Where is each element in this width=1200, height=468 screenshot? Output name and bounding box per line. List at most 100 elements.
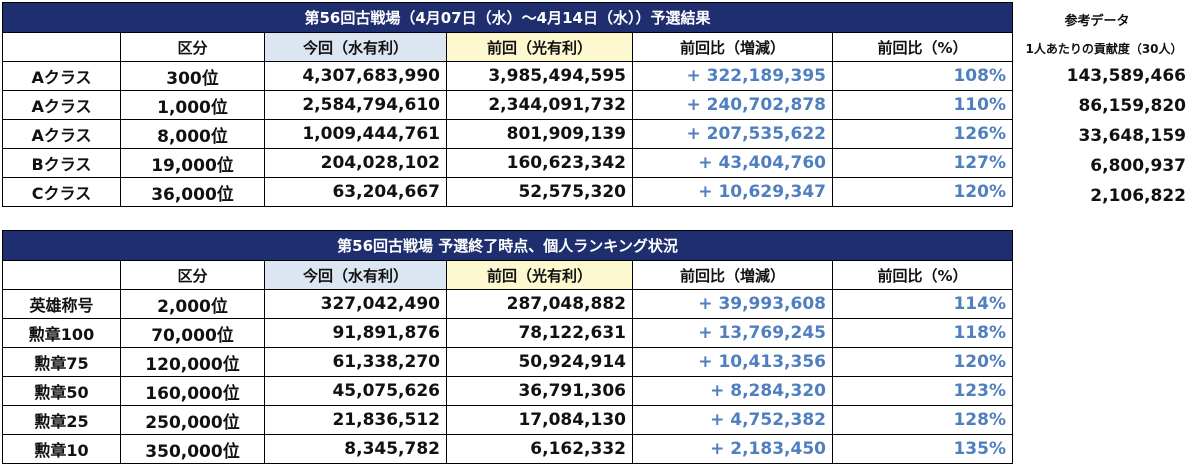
diff-cell: + 39,993,608 [632, 289, 833, 319]
percent-cell: 128% [832, 405, 1013, 435]
class-cell: Aクラス [2, 61, 121, 91]
rank-cell: 8,000位 [120, 119, 265, 149]
percent-cell: 110% [832, 90, 1013, 120]
table-row: 勲章75 120,000位 61,338,270 50,924,914 + 10… [2, 347, 1013, 377]
diff-cell: + 10,413,356 [632, 347, 833, 377]
current-cell: 2,584,794,610 [264, 90, 447, 120]
previous-cell: 52,575,320 [446, 177, 633, 207]
current-cell: 63,204,667 [264, 177, 447, 207]
header-percent: 前回比（%） [832, 260, 1013, 290]
header-blank [2, 32, 121, 62]
header-current: 今回（水有利） [264, 260, 447, 290]
reference-value: 143,589,466 [1066, 66, 1186, 86]
current-cell: 21,836,512 [264, 405, 447, 435]
reference-title: 参考データ [1064, 14, 1130, 29]
diff-cell: + 4,752,382 [632, 405, 833, 435]
rank-cell: 300位 [120, 61, 265, 91]
reference-value: 2,106,822 [1090, 186, 1186, 206]
qualifier-results-table: 第56回古戦場（4月07日（水）～4月14日（水））予選結果 区分 今回（水有利… [2, 2, 1013, 207]
diff-cell: + 43,404,760 [632, 148, 833, 178]
rank-cell: 1,000位 [120, 90, 265, 120]
previous-cell: 78,122,631 [446, 318, 633, 348]
reference-value: 86,159,820 [1078, 96, 1186, 116]
table-row: 勲章50 160,000位 45,075,626 36,791,306 + 8,… [2, 376, 1013, 406]
previous-cell: 2,344,091,732 [446, 90, 633, 120]
current-cell: 4,307,683,990 [264, 61, 447, 91]
previous-cell: 801,909,139 [446, 119, 633, 149]
class-cell: 勲章10 [2, 434, 121, 464]
header-category: 区分 [120, 32, 265, 62]
diff-cell: + 322,189,395 [632, 61, 833, 91]
percent-cell: 120% [832, 177, 1013, 207]
rank-cell: 36,000位 [120, 177, 265, 207]
current-cell: 45,075,626 [264, 376, 447, 406]
current-cell: 327,042,490 [264, 289, 447, 319]
rank-cell: 70,000位 [120, 318, 265, 348]
class-cell: Bクラス [2, 148, 121, 178]
current-cell: 8,345,782 [264, 434, 447, 464]
header-previous: 前回（光有利） [446, 260, 633, 290]
percent-cell: 114% [832, 289, 1013, 319]
previous-cell: 287,048,882 [446, 289, 633, 319]
table-row: Aクラス 8,000位 1,009,444,761 801,909,139 + … [2, 119, 1013, 149]
previous-cell: 17,084,130 [446, 405, 633, 435]
percent-cell: 126% [832, 119, 1013, 149]
class-cell: 勲章25 [2, 405, 121, 435]
class-cell: Aクラス [2, 119, 121, 149]
class-cell: 勲章50 [2, 376, 121, 406]
rank-cell: 2,000位 [120, 289, 265, 319]
reference-subtitle: 1人あたりの貢献度（30人） [1025, 42, 1183, 56]
class-cell: 英雄称号 [2, 289, 121, 319]
rank-cell: 19,000位 [120, 148, 265, 178]
rank-cell: 120,000位 [120, 347, 265, 377]
previous-cell: 3,985,494,595 [446, 61, 633, 91]
current-cell: 61,338,270 [264, 347, 447, 377]
previous-cell: 50,924,914 [446, 347, 633, 377]
percent-cell: 120% [832, 347, 1013, 377]
diff-cell: + 10,629,347 [632, 177, 833, 207]
class-cell: Cクラス [2, 177, 121, 207]
previous-cell: 160,623,342 [446, 148, 633, 178]
class-cell: 勲章75 [2, 347, 121, 377]
table-row: 勲章25 250,000位 21,836,512 17,084,130 + 4,… [2, 405, 1013, 435]
header-current: 今回（水有利） [264, 32, 447, 62]
reference-value: 33,648,159 [1078, 126, 1186, 146]
percent-cell: 135% [832, 434, 1013, 464]
diff-cell: + 8,284,320 [632, 376, 833, 406]
percent-cell: 118% [832, 318, 1013, 348]
previous-cell: 36,791,306 [446, 376, 633, 406]
table-row: Cクラス 36,000位 63,204,667 52,575,320 + 10,… [2, 177, 1013, 207]
header-diff: 前回比（増減） [632, 260, 833, 290]
header-percent: 前回比（%） [832, 32, 1013, 62]
table-title: 第56回古戦場（4月07日（水）～4月14日（水））予選結果 [2, 2, 1013, 33]
rank-cell: 160,000位 [120, 376, 265, 406]
percent-cell: 123% [832, 376, 1013, 406]
header-blank [2, 260, 121, 290]
diff-cell: + 2,183,450 [632, 434, 833, 464]
class-cell: Aクラス [2, 90, 121, 120]
percent-cell: 108% [832, 61, 1013, 91]
current-cell: 91,891,876 [264, 318, 447, 348]
current-cell: 1,009,444,761 [264, 119, 447, 149]
table-row: 勲章100 70,000位 91,891,876 78,122,631 + 13… [2, 318, 1013, 348]
table-row: 勲章10 350,000位 8,345,782 6,162,332 + 2,18… [2, 434, 1013, 464]
header-category: 区分 [120, 260, 265, 290]
table-title: 第56回古戦場 予選終了時点、個人ランキング状況 [2, 230, 1013, 261]
table-row: Aクラス 1,000位 2,584,794,610 2,344,091,732 … [2, 90, 1013, 120]
rank-cell: 250,000位 [120, 405, 265, 435]
diff-cell: + 240,702,878 [632, 90, 833, 120]
reference-value: 6,800,937 [1090, 156, 1186, 176]
diff-cell: + 13,769,245 [632, 318, 833, 348]
rank-cell: 350,000位 [120, 434, 265, 464]
previous-cell: 6,162,332 [446, 434, 633, 464]
table-row: 英雄称号 2,000位 327,042,490 287,048,882 + 39… [2, 289, 1013, 319]
current-cell: 204,028,102 [264, 148, 447, 178]
header-previous: 前回（光有利） [446, 32, 633, 62]
table-row: Aクラス 300位 4,307,683,990 3,985,494,595 + … [2, 61, 1013, 91]
header-diff: 前回比（増減） [632, 32, 833, 62]
diff-cell: + 207,535,622 [632, 119, 833, 149]
class-cell: 勲章100 [2, 318, 121, 348]
percent-cell: 127% [832, 148, 1013, 178]
table-row: Bクラス 19,000位 204,028,102 160,623,342 + 4… [2, 148, 1013, 178]
personal-ranking-table: 第56回古戦場 予選終了時点、個人ランキング状況 区分 今回（水有利） 前回（光… [2, 230, 1013, 464]
